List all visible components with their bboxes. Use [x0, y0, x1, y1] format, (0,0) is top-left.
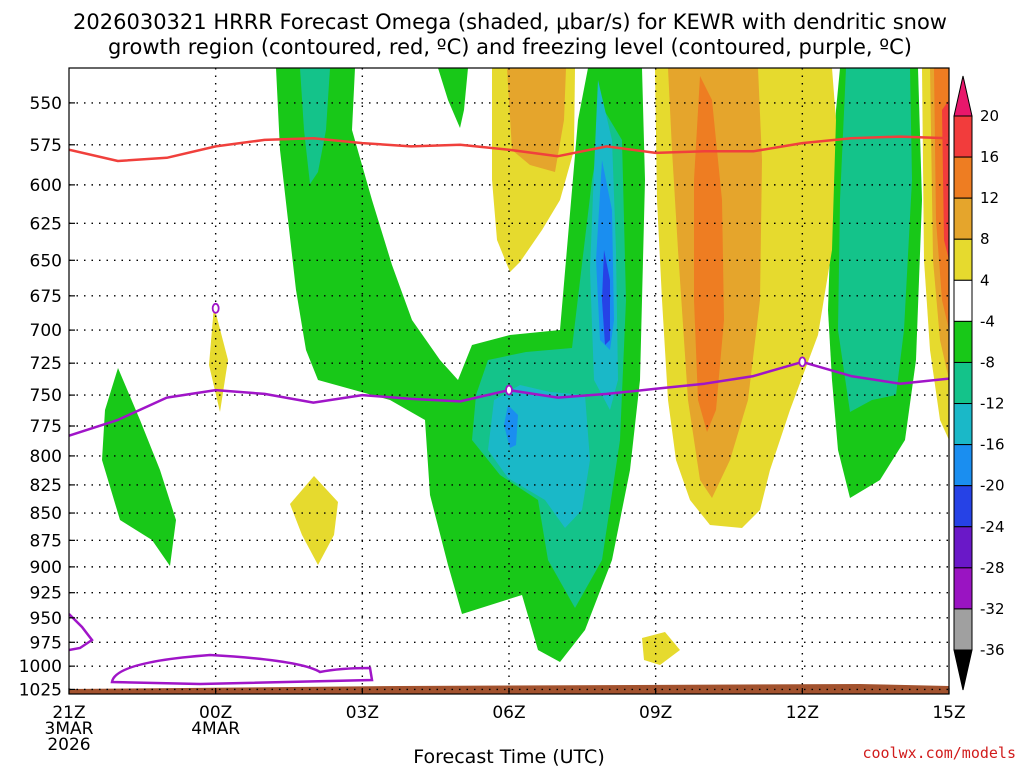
omega-region-yellow-small-2	[290, 476, 338, 565]
colorbar-label-1: 16	[980, 148, 999, 166]
colorbar-box-10	[953, 526, 973, 569]
omega-region-teal-top	[300, 68, 330, 184]
colorbar-label-13: -36	[980, 641, 1005, 659]
colorbar-label-0: 20	[980, 107, 999, 125]
freezing-contour-label-1	[798, 356, 807, 368]
colorbar-box-12	[953, 608, 973, 651]
colorbar-box-1	[953, 156, 973, 199]
colorbar: 20 16 12 8 4 -4 -8 -12 -16 -20 -24 -28 -32 -36	[953, 75, 1005, 691]
ytick-label-925: 925	[30, 584, 62, 604]
freezing-contour-label-2	[211, 302, 220, 314]
freezing-level-contour-loop	[110, 653, 374, 686]
ytick-label-1000: 1000	[19, 657, 62, 677]
omega-region-teal-right	[838, 68, 912, 412]
colorbar-box-2	[953, 197, 973, 240]
omega-region-red-right	[942, 100, 949, 260]
xtick-label-03Z-0: 03Z	[346, 703, 379, 723]
omega-region-gold-upper	[507, 68, 566, 172]
xtick-label-15Z-0: 15Z	[932, 703, 965, 723]
colorbar-label-5: -4	[980, 312, 995, 330]
ytick-label-850: 850	[30, 504, 62, 524]
ytick-label-775: 775	[30, 417, 62, 437]
colorbar-box-5	[953, 320, 973, 363]
ytick-label-700: 700	[30, 321, 62, 341]
colorbar-label-3: 8	[980, 230, 990, 248]
colorbar-box-3	[953, 238, 973, 281]
colorbar-box-11	[953, 567, 973, 610]
ytick-label-900: 900	[30, 558, 62, 578]
colorbar-label-7: -12	[980, 395, 1005, 413]
ytick-label-650: 650	[30, 251, 62, 271]
ytick-label-975: 975	[30, 633, 62, 653]
colorbar-label-4: 4	[980, 271, 990, 289]
y-axis: 550 575 600 625 650 675 700 725 750 775 800 825 850 8…	[19, 94, 75, 700]
colorbar-label-9: -20	[980, 477, 1005, 495]
contour-layer	[69, 135, 949, 686]
ytick-label-625: 625	[30, 214, 62, 234]
ytick-label-725: 725	[30, 354, 62, 374]
colorbar-box-0	[953, 115, 973, 158]
ytick-label-875: 875	[30, 531, 62, 551]
xtick-label-00Z-1: 4MAR	[191, 719, 240, 739]
colorbar-box-8	[953, 444, 973, 487]
xtick-label-21Z-2: 2026	[47, 735, 90, 755]
omega-region-green-top	[438, 68, 468, 128]
omega-region-orange-main	[694, 76, 724, 432]
ytick-label-825: 825	[30, 476, 62, 496]
ytick-label-750: 750	[30, 386, 62, 406]
colorbar-label-6: -8	[980, 353, 995, 371]
chart-title-line1: 2026030321 HRRR Forecast Omega (shaded, …	[73, 10, 947, 34]
xtick-label-00Z-0: 00Z	[199, 703, 232, 723]
omega-region-blue-small	[504, 405, 518, 448]
freezing-contour-label-0	[505, 384, 513, 396]
colorbar-label-12: -32	[980, 600, 1005, 618]
omega-region-darkblue	[602, 250, 610, 345]
colorbar-label-2: 12	[980, 189, 999, 207]
xtick-label-21Z-0: 21Z	[52, 703, 85, 723]
xtick-label-09Z-0: 09Z	[639, 703, 672, 723]
omega-region-teal-main	[472, 110, 626, 608]
ytick-label-575: 575	[30, 136, 62, 156]
colorbar-box-7	[953, 403, 973, 446]
omega-shading	[102, 68, 949, 665]
colorbar-top-triangle	[953, 75, 973, 117]
omega-region-yellow-small-3	[642, 632, 680, 665]
colorbar-label-10: -24	[980, 518, 1005, 536]
colorbar-label-11: -28	[980, 559, 1005, 577]
ytick-label-800: 800	[30, 447, 62, 467]
ytick-label-600: 600	[30, 176, 62, 196]
colorbar-bottom-triangle	[953, 649, 973, 691]
colorbar-box-9	[953, 485, 973, 528]
dgz-contour-line	[69, 135, 949, 163]
freezing-level-contour-fragment-left	[69, 613, 94, 652]
omega-region-yellow-small-1	[209, 306, 228, 412]
colorbar-box-6	[953, 361, 973, 405]
ytick-label-1025: 1025	[19, 680, 62, 700]
xtick-label-12Z-0: 12Z	[786, 703, 819, 723]
x-axis-title: Forecast Time (UTC)	[413, 746, 604, 768]
credit-text: coolwx.com/models	[862, 744, 1016, 762]
colorbar-label-8: -16	[980, 436, 1005, 454]
chart-title-line2: growth region (contoured, red, ºC) and f…	[108, 35, 912, 59]
xtick-label-06Z-0: 06Z	[492, 703, 525, 723]
colorbar-box-4	[953, 279, 973, 322]
ytick-label-675: 675	[30, 287, 62, 307]
ytick-label-950: 950	[30, 609, 62, 629]
ytick-label-550: 550	[30, 94, 62, 114]
xtick-label-21Z-1: 3MAR	[45, 719, 94, 739]
